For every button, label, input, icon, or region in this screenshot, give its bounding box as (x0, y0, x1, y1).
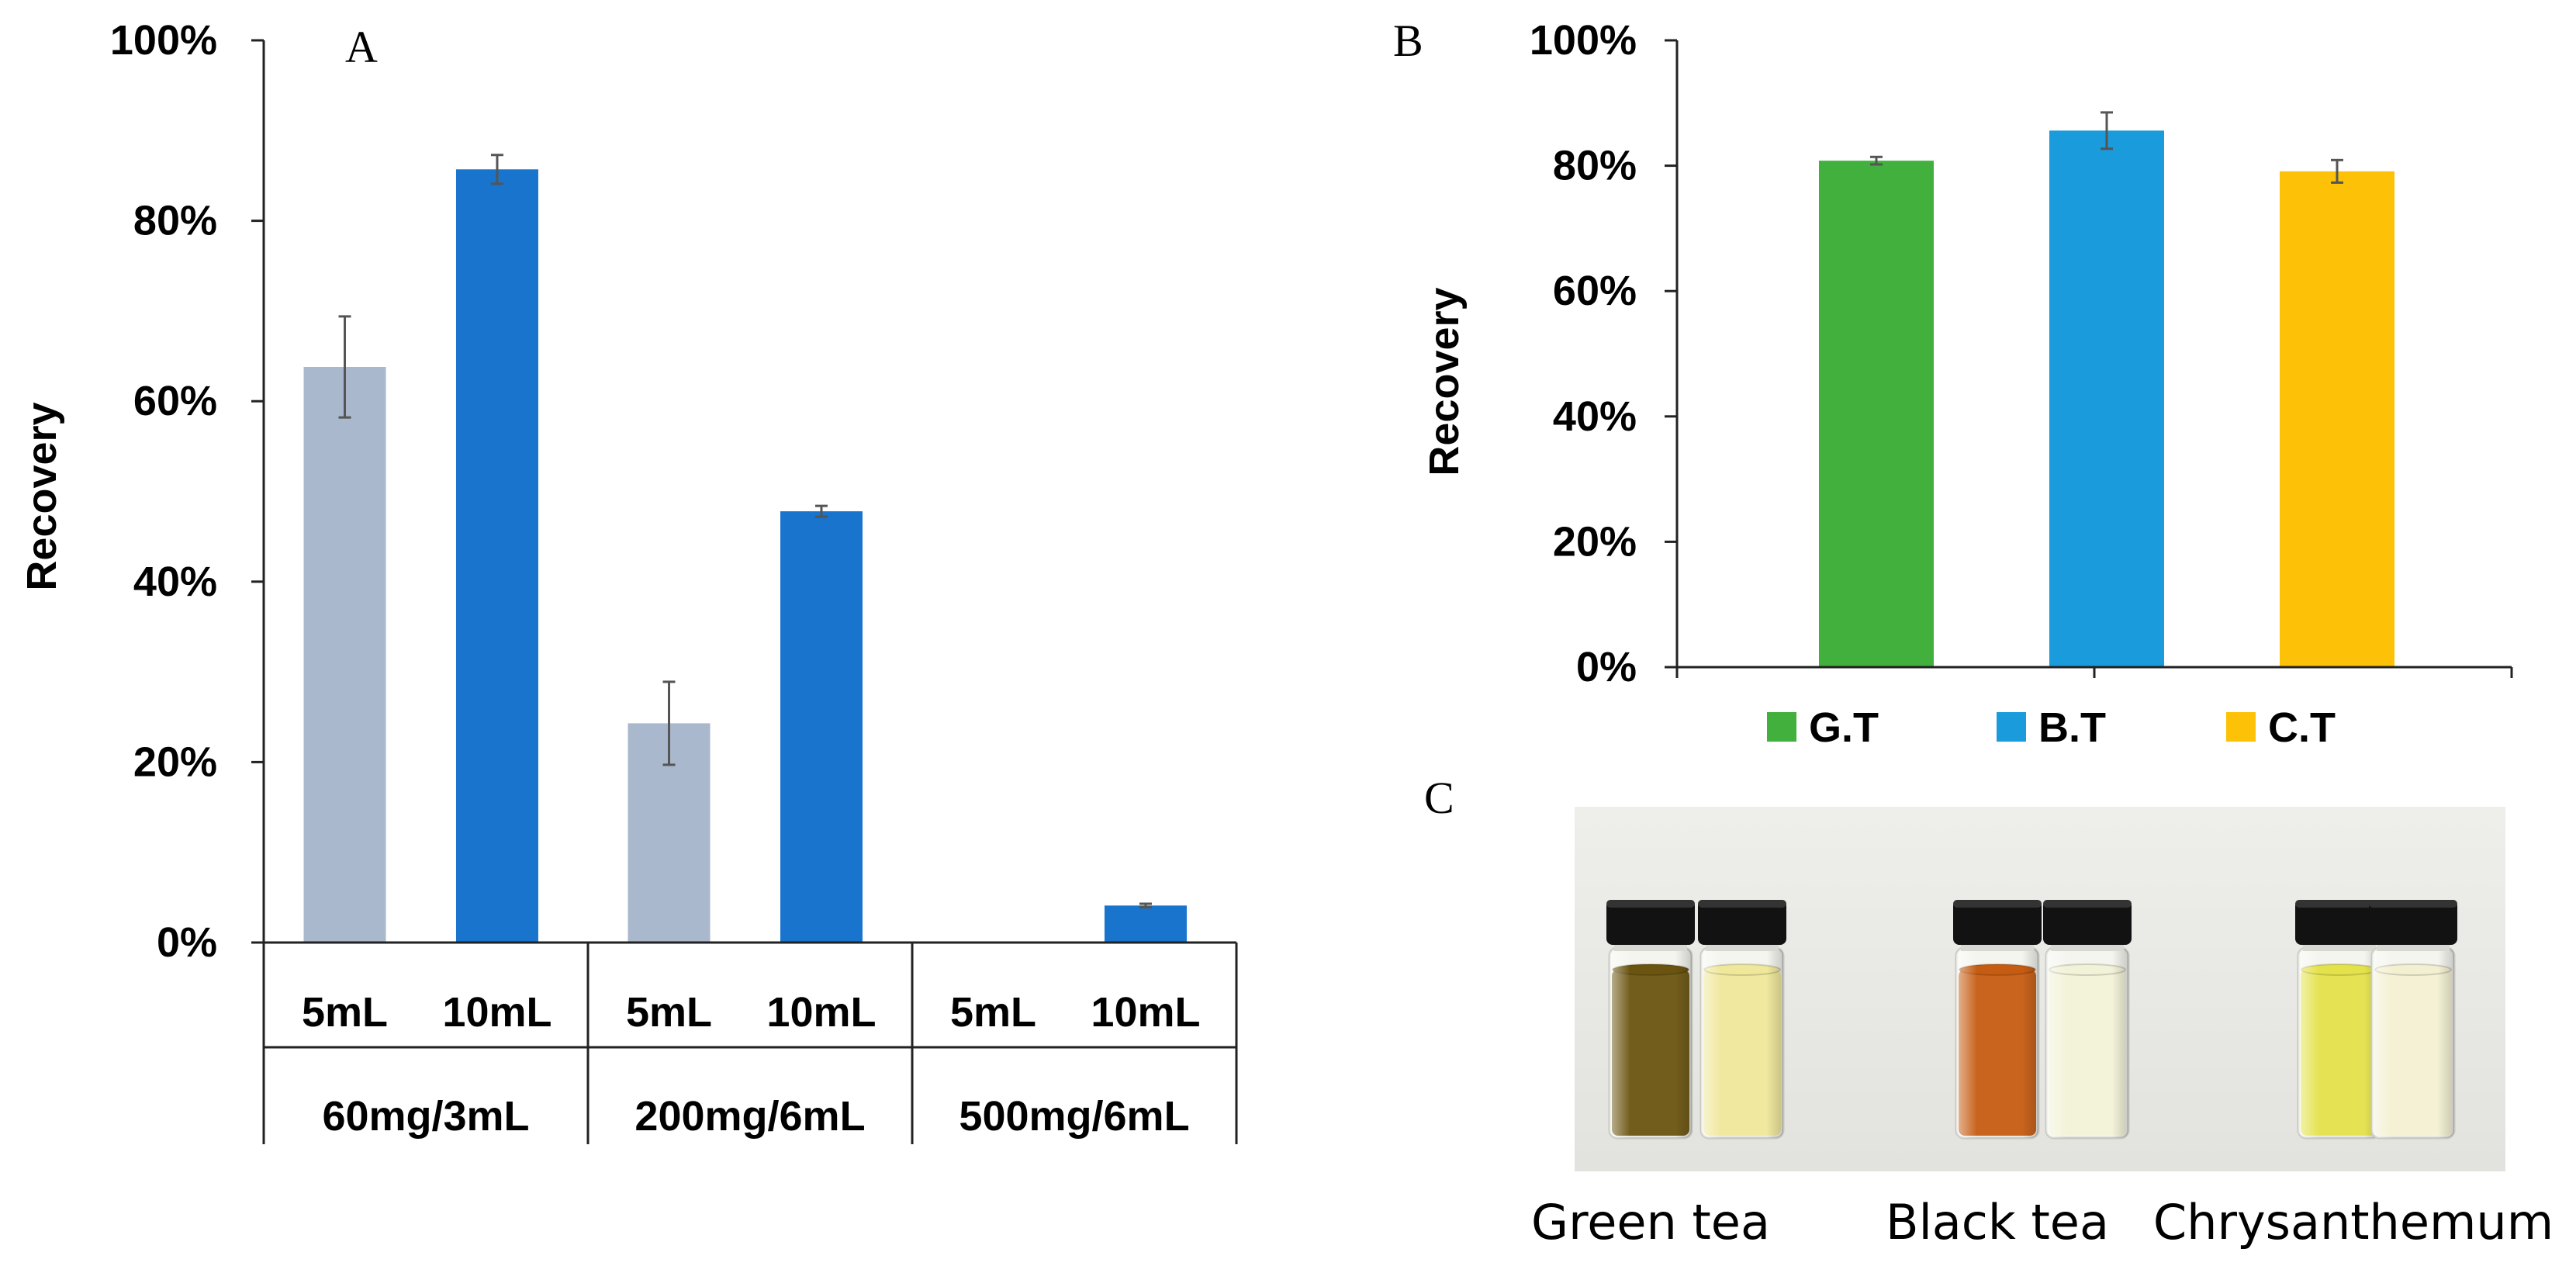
legend-swatch (1767, 712, 1796, 742)
panel-b-y-tick-label: 0% (1576, 644, 1637, 690)
panel-b-bar (2049, 130, 2164, 668)
panel-a-bar (303, 367, 386, 943)
panel-a-bar (780, 511, 863, 943)
photo-label: Black tea (1886, 1194, 2109, 1251)
panel-c-letter: C (1424, 773, 1454, 823)
panel-a-sub-label: 10mL (766, 989, 876, 1036)
vial (2043, 900, 2132, 1140)
panel-b-y-tick-label: 100% (1530, 17, 1637, 64)
vial (1606, 900, 1695, 1140)
panel-a-chart: A Recovery 0% 20% 40% 60% 80% 100% 5mL 10mL 60m… (19, 17, 1238, 1144)
legend-swatch (2226, 712, 2256, 742)
panel-b-chart: B Recovery 0% 20% 40% 60% 80% 100% G.T B.T C.T (1393, 16, 2513, 751)
vial (1698, 900, 1786, 1140)
panel-a-y-tick-label: 20% (133, 739, 217, 785)
panel-a-y-tick-label: 80% (133, 198, 217, 244)
legend-swatch (1997, 712, 2026, 742)
legend-label: G.T (1809, 704, 1879, 751)
panel-b-y-tick-label: 80% (1553, 143, 1637, 189)
vial (2369, 900, 2457, 1140)
photo-label: Chrysanthemum (2153, 1194, 2554, 1251)
panel-a-sub-label: 5mL (950, 989, 1036, 1036)
vial (1953, 900, 2042, 1140)
panel-a-y-tick-label: 100% (110, 17, 217, 64)
panel-a-bar (1104, 905, 1187, 943)
panel-b-y-tick-label: 40% (1553, 393, 1637, 440)
panel-a-y-tick-label: 0% (157, 919, 217, 966)
panel-b-letter: B (1393, 16, 1423, 66)
panel-a-y-tick-label: 40% (133, 559, 217, 605)
panel-a-sub-label: 10mL (442, 989, 552, 1036)
panel-b-bar (1819, 161, 1934, 668)
panel-b-y-axis-label: Recovery (1421, 287, 1468, 476)
panel-a-y-axis-label: Recovery (19, 402, 65, 590)
panel-a-sub-label: 5mL (626, 989, 712, 1036)
panel-a-y-tick-label: 60% (133, 378, 217, 424)
legend-label: C.T (2268, 704, 2336, 751)
panel-c-photo: C Green tea Black tea Chrysanthemum (1424, 773, 2554, 1251)
panel-a-group-label: 200mg/6mL (634, 1093, 865, 1140)
panel-a-group-label: 500mg/6mL (959, 1093, 1189, 1140)
panel-b-y-tick-label: 20% (1553, 518, 1637, 565)
panel-a-sub-label: 5mL (302, 989, 388, 1036)
panel-b-y-tick-label: 60% (1553, 268, 1637, 314)
panel-a-sub-label: 10mL (1091, 989, 1200, 1036)
panel-a-group-label: 60mg/3mL (322, 1093, 529, 1140)
legend-label: B.T (2038, 704, 2106, 751)
photo-label: Green tea (1531, 1194, 1770, 1251)
panel-b-bar (2280, 171, 2394, 667)
panel-a-bar (455, 169, 538, 943)
panel-a-letter: A (345, 22, 378, 72)
